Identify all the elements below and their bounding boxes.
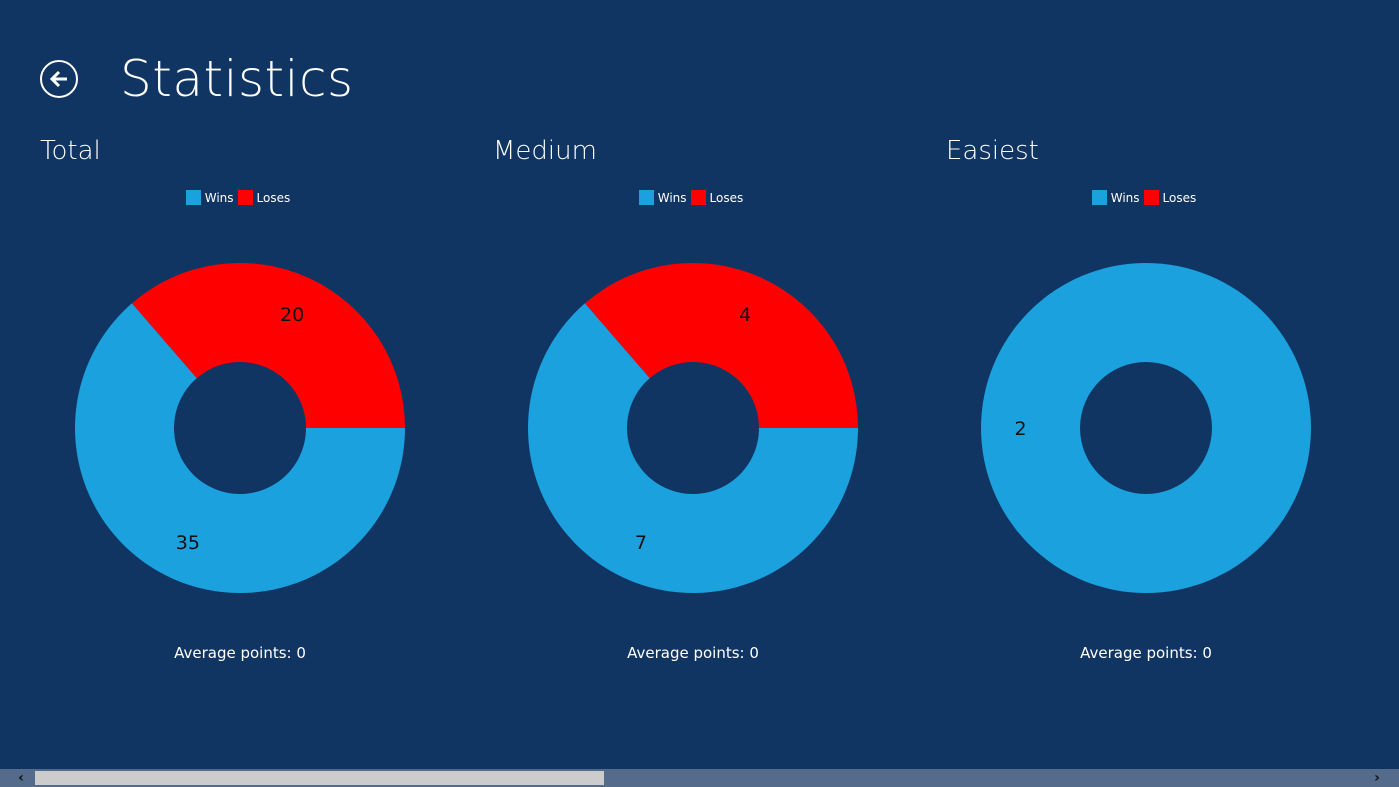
average-points: Average points: 0	[1080, 644, 1212, 662]
chart-panel-easiest: Easiest Wins Loses Average points: 0 2	[946, 136, 1366, 696]
legend-swatch-wins	[185, 190, 201, 205]
legend-swatch-loses	[1143, 190, 1159, 205]
data-label-wins: 35	[176, 532, 200, 554]
donut-chart: 35 20	[75, 263, 405, 593]
legend-label-loses: Loses	[256, 190, 291, 205]
donut-slice-wins	[528, 303, 858, 593]
data-label-loses: 20	[280, 304, 304, 326]
donut-slice-loses	[584, 263, 858, 428]
chart-legend: Wins Loses	[493, 190, 893, 205]
donut-slice-loses	[131, 263, 405, 428]
horizontal-scrollbar[interactable]: ‹ ›	[0, 769, 1399, 787]
back-button[interactable]	[40, 60, 78, 98]
legend-label-wins: Wins	[1110, 190, 1140, 205]
legend-label-loses: Loses	[1162, 190, 1197, 205]
donut-chart: 74	[528, 263, 858, 593]
data-label-loses: 4	[739, 304, 751, 326]
legend-swatch-wins	[1091, 190, 1107, 205]
legend-label-wins: Wins	[657, 190, 687, 205]
data-label-wins: 7	[635, 532, 647, 554]
chart-legend: Wins Loses	[40, 190, 440, 205]
scroll-right-icon[interactable]: ›	[1374, 770, 1380, 786]
chart-panel-total: Total Wins Loses Average points: 0 35 20	[40, 136, 460, 696]
chart-legend: Wins Loses	[946, 190, 1346, 205]
legend-swatch-loses	[690, 190, 706, 205]
data-label-wins: 2	[1014, 418, 1026, 440]
average-points: Average points: 0	[174, 644, 306, 662]
back-arrow-icon	[49, 70, 67, 88]
chart-title: Easiest	[946, 136, 1039, 166]
chart-title: Medium	[493, 136, 597, 166]
legend-label-loses: Loses	[709, 190, 744, 205]
chart-title: Total	[40, 136, 101, 166]
scrollbar-thumb[interactable]	[35, 771, 604, 785]
donut-chart: 2	[981, 263, 1311, 593]
legend-swatch-loses	[237, 190, 253, 205]
legend-label-wins: Wins	[204, 190, 234, 205]
page-title: Statistics	[120, 50, 354, 108]
legend-swatch-wins	[638, 190, 654, 205]
donut-slice-wins	[981, 263, 1311, 593]
donut-slice-wins	[75, 303, 405, 593]
scroll-left-icon[interactable]: ‹	[18, 770, 24, 786]
average-points: Average points: 0	[627, 644, 759, 662]
